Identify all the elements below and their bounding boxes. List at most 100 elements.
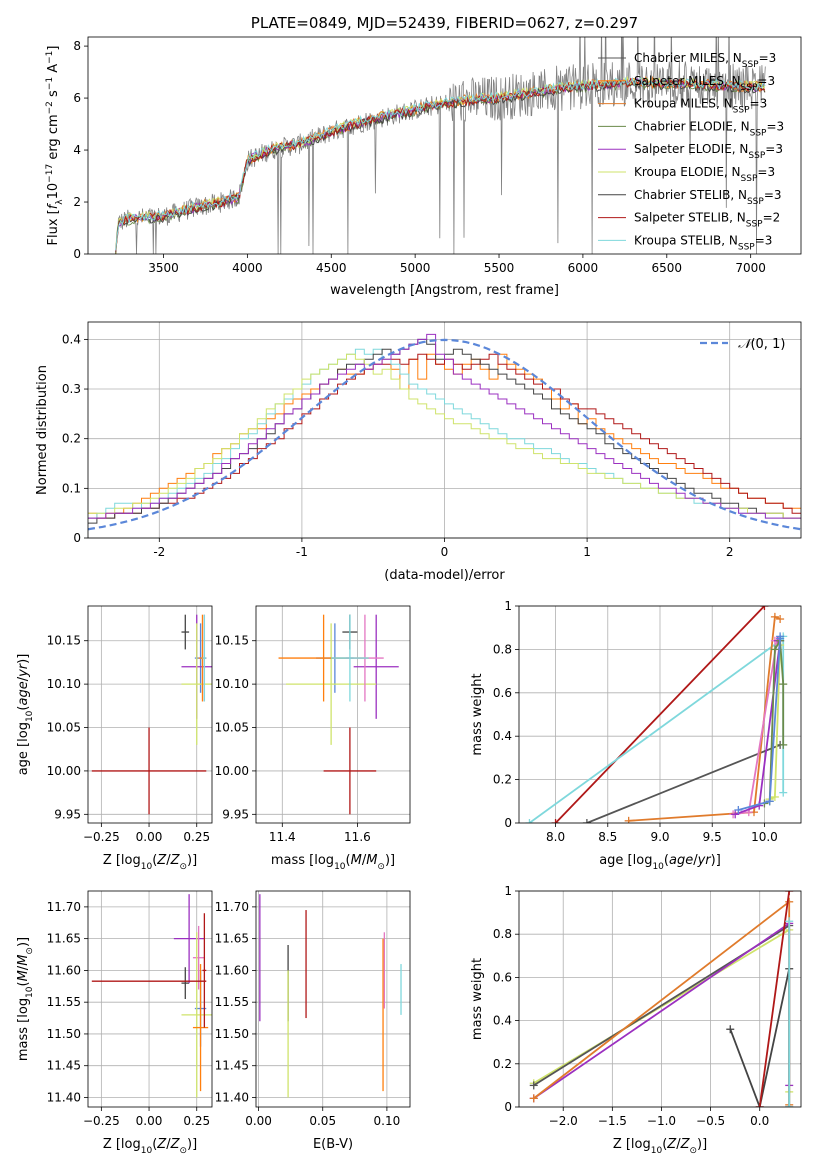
- errorbar-point: [173, 894, 205, 984]
- plus-marker: [525, 819, 534, 823]
- y-tick-label: 9.95: [54, 807, 81, 821]
- plot-area: [91, 894, 212, 1098]
- plus-marker: [779, 680, 788, 689]
- errorbar-point: [181, 614, 190, 650]
- y-tick-label: 0.1: [62, 481, 81, 495]
- x-tick-label: 0.10: [374, 1114, 401, 1128]
- plus-marker: [785, 917, 794, 926]
- y-tick-label: 1: [504, 599, 512, 613]
- y-axis-label: mass weight: [470, 958, 485, 1040]
- x-axis-label: age [log10(age/yr)]: [599, 853, 721, 872]
- legend-label: Chabrier MILES, NSSP=3: [634, 51, 776, 70]
- y-tick-label: 6: [73, 91, 81, 105]
- plus-marker: [551, 819, 560, 823]
- errorbar-point: [202, 913, 207, 1028]
- x-tick-label: 3500: [148, 261, 179, 275]
- plus-marker: [776, 632, 785, 641]
- y-axis-label: Normed distribution: [35, 365, 50, 495]
- chart-title: PLATE=0849, MJD=52439, FIBERID=0627, z=0…: [251, 14, 638, 32]
- y-tick-label: 10.05: [47, 721, 81, 735]
- x-tick-label: 6000: [568, 261, 599, 275]
- x-axis-label: Z [log10(Z/Z⊙)]: [103, 853, 197, 872]
- x-tick-label: -1: [296, 545, 308, 559]
- axes-frame: [255, 890, 411, 1108]
- plot-area: [529, 891, 794, 1107]
- plus-marker: [785, 897, 794, 906]
- legend: 𝒩(0, 1): [700, 337, 785, 352]
- panel-5: 8.0 8.5 9.0 9.5 10.0 0 0.2 0.4 0.6 0.8 1 age [log10…: [470, 599, 802, 872]
- y-tick-label: 0: [73, 247, 81, 261]
- axes-frame: [255, 605, 411, 824]
- x-tick-label: 5500: [484, 261, 515, 275]
- legend: Chabrier MILES, NSSP=3 Salpeter MILES, NS…: [598, 51, 784, 252]
- errorbar-point: [91, 727, 207, 815]
- plot-area: [259, 894, 402, 1098]
- y-tick-label: 11.45: [215, 1059, 249, 1073]
- plot-area: [91, 614, 212, 815]
- x-tick-label: 0: [441, 545, 449, 559]
- y-tick-label: 11.60: [47, 963, 81, 977]
- plus-marker: [755, 1103, 764, 1107]
- axes-frame: [87, 321, 802, 539]
- weight-line-5: [758, 891, 791, 1107]
- y-tick-label: 0.8: [493, 642, 512, 656]
- y-tick-label: 0.6: [493, 970, 512, 984]
- errorbar-point: [181, 967, 190, 999]
- y-tick-label: 11.45: [47, 1059, 81, 1073]
- x-tick-label: 0.05: [309, 1114, 336, 1128]
- histogram-series-4: [88, 353, 801, 519]
- grid-lines: [88, 606, 212, 823]
- plus-marker: [779, 740, 788, 749]
- normal-curve: [88, 338, 801, 531]
- y-tick-label: 2: [73, 195, 81, 209]
- x-tick-label: −1.0: [647, 1114, 676, 1128]
- x-tick-label: 4000: [232, 261, 263, 275]
- x-tick-label: 0.25: [183, 830, 210, 844]
- errorbar-point: [202, 614, 207, 702]
- x-axis-label: Z [log10(Z/Z⊙)]: [103, 1137, 197, 1156]
- y-tick-label: 9.95: [222, 807, 249, 821]
- y-tick-label: 11.65: [215, 932, 249, 946]
- x-tick-label: 8.5: [598, 830, 617, 844]
- plus-marker: [770, 792, 779, 801]
- x-axis-label: (data-model)/error: [384, 568, 505, 583]
- x-tick-label: 10.0: [751, 830, 778, 844]
- plot-area: [278, 614, 399, 815]
- x-tick-label: 11.4: [269, 830, 296, 844]
- model-line-7: [115, 77, 765, 252]
- weight-line-3: [628, 615, 781, 822]
- x-tick-label: 9.0: [650, 830, 669, 844]
- grid-lines: [256, 891, 410, 1107]
- legend-label: Kroupa STELIB, NSSP=3: [634, 233, 772, 252]
- y-tick-label: 0.8: [493, 927, 512, 941]
- x-tick-label: 11.6: [344, 830, 371, 844]
- y-tick-label: 11.60: [215, 963, 249, 977]
- plus-marker: [785, 1103, 794, 1107]
- y-tick-label: 0: [504, 816, 512, 830]
- x-tick-label: −0.25: [83, 830, 120, 844]
- plus-marker: [731, 810, 740, 819]
- y-tick-label: 0: [504, 1100, 512, 1114]
- errorbar-point: [286, 623, 377, 745]
- panel-6: −0.25 0.00 0.25 11.40 11.45 11.50 11.55 11.60 11…: [16, 890, 213, 1156]
- y-tick-label: 0.2: [493, 773, 512, 787]
- plus-marker: [779, 788, 788, 797]
- x-tick-label: 7000: [735, 261, 766, 275]
- x-tick-label: −0.5: [696, 1114, 725, 1128]
- plus-marker: [529, 1081, 538, 1090]
- legend-label: Salpeter STELIB, NSSP=2: [634, 211, 780, 230]
- plus-marker: [760, 606, 769, 610]
- y-tick-label: 11.40: [47, 1090, 81, 1104]
- y-tick-label: 0.4: [493, 729, 512, 743]
- legend-label: Salpeter ELODIE, NSSP=3: [634, 142, 783, 161]
- y-tick-label: 0.2: [493, 1057, 512, 1071]
- y-tick-label: 10.05: [215, 721, 249, 735]
- plus-marker: [785, 891, 794, 895]
- y-axis-label: Flux [fλ10−17 erg cm−2 s−1 A−1]: [45, 46, 65, 246]
- y-tick-label: 0.4: [62, 332, 81, 346]
- panel-3: −0.25 0.00 0.25 9.95 10.00 10.05 10.10 10.15 Z […: [16, 605, 213, 872]
- legend-label: Kroupa MILES, NSSP=3: [634, 97, 767, 116]
- y-tick-label: 11.70: [47, 900, 81, 914]
- x-tick-label: 8.0: [546, 830, 565, 844]
